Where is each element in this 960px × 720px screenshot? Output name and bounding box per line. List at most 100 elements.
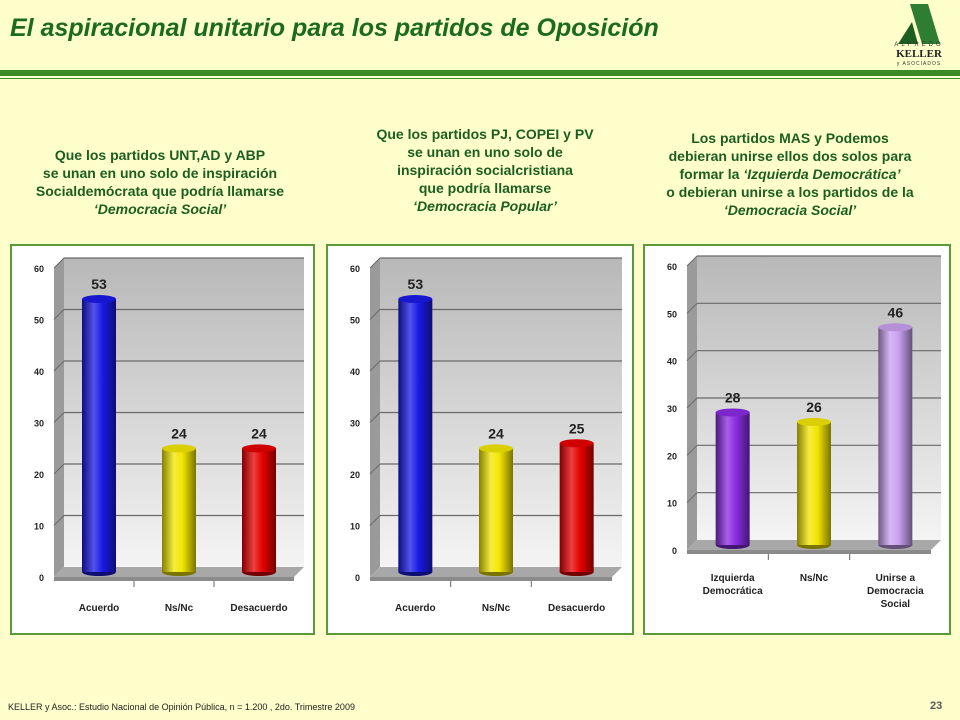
caption-line: debieran unirse ellos dos solos para — [668, 148, 912, 164]
y-tick-label: 20 — [667, 451, 677, 461]
y-tick-label: 60 — [667, 262, 677, 272]
caption-line: o debieran unirse a los partidos de la — [666, 184, 914, 200]
y-tick-label: 50 — [667, 309, 677, 319]
chart-panel-1: 0 10 20 30 40 50 60 53 Acuerdo 24 Ns/Nc 24 Desacuerd… — [10, 244, 315, 635]
bar-top — [878, 323, 913, 332]
gridline-side — [53, 412, 65, 423]
x-tick-line: Izquierda — [711, 573, 755, 584]
logo-name: KELLER — [896, 48, 942, 60]
x-tick-line: Unirse a — [876, 573, 916, 584]
data-label: 28 — [725, 389, 741, 405]
bar-top — [479, 444, 513, 453]
gridline-side — [369, 309, 381, 320]
chart-floor-edge — [370, 577, 612, 581]
bar — [242, 448, 276, 572]
caption-line: ‘Democracia Social’ — [93, 201, 227, 217]
bar — [559, 443, 594, 572]
x-tick-label: Ns/Nc — [165, 603, 194, 614]
gridline-side — [53, 515, 65, 526]
y-tick-label: 30 — [350, 419, 360, 429]
caption-line: que podría llamarse — [418, 180, 552, 196]
bar — [398, 299, 433, 572]
gridline-side — [686, 302, 698, 314]
y-tick-label: 0 — [39, 573, 44, 583]
keller-logo: ALFREDO KELLER y ASOCIADOS — [880, 4, 958, 70]
bar — [715, 412, 750, 545]
gridline-side — [369, 360, 381, 372]
y-tick-label: 40 — [34, 367, 44, 377]
y-tick-label: 60 — [350, 264, 360, 274]
data-label: 25 — [569, 420, 585, 436]
source-note: KELLER y Asoc.: Estudio Nacional de Opin… — [8, 702, 355, 712]
bar-chart: 0 10 20 30 40 50 60 53 Acuerdo 24 Ns/Nc 24 Desacuerd… — [34, 257, 304, 614]
page-number: 23 — [930, 700, 943, 712]
gridline-side — [686, 350, 698, 362]
caption-line: se unan en uno solo de — [407, 144, 563, 160]
y-tick-label: 50 — [350, 316, 360, 326]
gridline-side — [369, 515, 381, 526]
x-tick-label: Unirse a Democracia Social — [867, 573, 924, 610]
chart-floor-edge — [54, 577, 294, 581]
x-tick-line: Social — [881, 599, 911, 610]
x-tick-line: Acuerdo — [79, 603, 120, 614]
y-tick-label: 10 — [667, 499, 677, 509]
bar-top — [162, 444, 196, 453]
bar — [162, 448, 196, 572]
gridline-side — [686, 492, 698, 504]
y-tick-label: 10 — [34, 522, 44, 532]
data-label: 24 — [488, 425, 504, 441]
page-title: El aspiracional unitario para los partid… — [10, 14, 659, 42]
bar — [878, 327, 913, 545]
y-tick-label: 60 — [34, 264, 44, 274]
chart-floor-edge — [687, 550, 931, 554]
caption-line: Que los partidos PJ, COPEI y PV — [376, 126, 594, 142]
x-tick-label: Acuerdo — [395, 603, 436, 614]
bar — [82, 299, 116, 572]
gridline-side — [53, 309, 65, 320]
data-label: 53 — [91, 276, 107, 292]
x-tick-line: Desacuerdo — [230, 603, 287, 614]
y-tick-label: 40 — [667, 357, 677, 367]
caption-line: se unan en uno solo de inspiración — [42, 165, 278, 181]
bar-chart: 0 10 20 30 40 50 60 28 Izquierda Democrática 26 Ns/… — [667, 255, 941, 610]
caption-1: Que los partidos UNT,AD y ABP se unan en… — [10, 146, 310, 218]
data-label: 24 — [171, 425, 187, 441]
caption-line: Que los partidos UNT,AD y ABP — [54, 147, 266, 163]
bar-top — [715, 408, 750, 417]
header-rule — [0, 70, 960, 76]
bar — [479, 448, 513, 572]
y-tick-label: 40 — [350, 367, 360, 377]
x-tick-line: Ns/Nc — [165, 603, 194, 614]
x-tick-label: Izquierda Democrática — [703, 573, 763, 597]
keller-logo-mark — [898, 4, 940, 44]
x-tick-line: Ns/Nc — [482, 603, 511, 614]
y-tick-label: 10 — [350, 522, 360, 532]
data-label: 46 — [888, 304, 904, 320]
y-tick-label: 20 — [34, 470, 44, 480]
gridline-side — [369, 412, 381, 423]
x-tick-line: Desacuerdo — [548, 603, 605, 614]
bar-top — [797, 417, 831, 426]
data-label: 26 — [806, 399, 822, 415]
bar — [797, 421, 831, 545]
caption-line: ‘Democracia Social’ — [723, 202, 857, 218]
header-rule-thin — [0, 78, 960, 79]
x-tick-line: Ns/Nc — [800, 573, 829, 584]
logo-sub-text: y ASOCIADOS — [896, 61, 942, 67]
y-tick-label: 30 — [667, 404, 677, 414]
x-tick-label: Desacuerdo — [548, 603, 605, 614]
gridline-side — [53, 360, 65, 372]
caption-3: Los partidos MAS y Podemos debieran unir… — [640, 129, 940, 219]
bar-top — [82, 295, 116, 304]
gridline-side — [686, 444, 698, 456]
caption-line: Los partidos MAS y Podemos — [691, 130, 889, 146]
gridline-side — [53, 257, 65, 269]
data-label: 53 — [408, 276, 424, 292]
y-tick-label: 50 — [34, 316, 44, 326]
caption-text: formar la — [679, 166, 744, 182]
x-tick-line: Acuerdo — [395, 603, 436, 614]
bar-top — [398, 295, 433, 304]
chart-panel-2: 0 10 20 30 40 50 60 53 Acuerdo 24 Ns/Nc 25 Desacuerd… — [326, 244, 634, 635]
logo-top-text: ALFREDO — [894, 42, 944, 48]
caption-line: inspiración socialcristiana — [397, 162, 573, 178]
